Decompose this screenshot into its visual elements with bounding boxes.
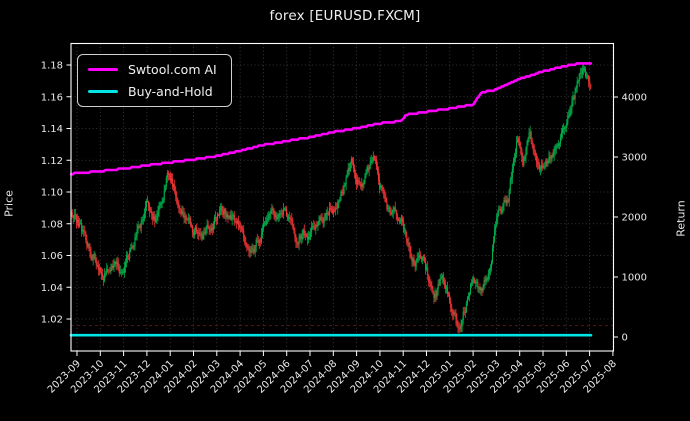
price-tick-label: 1.16 [41, 92, 63, 103]
legend-item-ai: Swtool.com AI [88, 62, 217, 77]
ai-line-swatch [88, 67, 118, 72]
axis-ticks-and-labels: 1.02 1.04 1.06 1.08 1.10 1.12 1.14 1.16 1.18 0 100… [41, 61, 647, 396]
legend-label-ai: Swtool.com AI [128, 62, 217, 77]
chart-title: forex [EURUSD.FXCM] [269, 8, 421, 24]
return-tick-label: 4000 [622, 93, 647, 104]
legend-item-buyhold: Buy-and-Hold [88, 84, 217, 99]
candlestick-series [70, 63, 592, 334]
legend-label-buyhold: Buy-and-Hold [128, 84, 213, 99]
return-tick-label: 2000 [622, 213, 647, 224]
price-tick-label: 1.08 [41, 219, 63, 230]
return-tick-label: 3000 [622, 153, 647, 164]
axes-spines [70, 42, 615, 352]
price-tick-label: 1.10 [41, 188, 63, 199]
legend: Swtool.com AI Buy-and-Hold [77, 54, 232, 107]
price-tick-label: 1.12 [41, 156, 63, 167]
price-tick-label: 1.14 [41, 124, 63, 135]
buy-hold-line-swatch [88, 89, 118, 94]
price-tick-label: 1.02 [41, 315, 63, 326]
return-tick-label: 0 [622, 333, 628, 344]
return-tick-label: 1000 [622, 273, 647, 284]
price-tick-label: 1.04 [41, 283, 63, 294]
price-tick-label: 1.06 [41, 251, 63, 262]
price-tick-label: 1.18 [41, 61, 63, 72]
ai-return-line [69, 62, 593, 176]
